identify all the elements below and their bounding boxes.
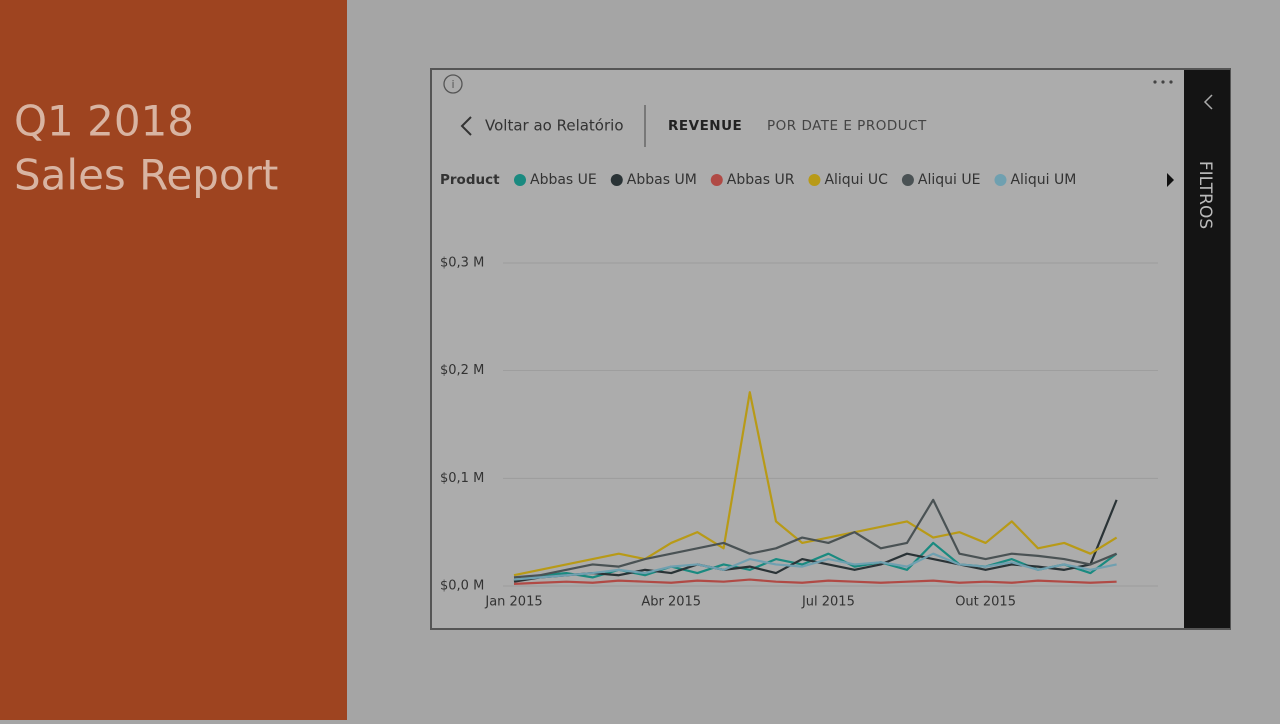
legend-label: Aliqui UC <box>824 172 888 188</box>
sidebar <box>0 0 347 720</box>
x-tick-label: Jan 2015 <box>484 595 542 610</box>
legend-item[interactable]: Aliqui UC <box>808 172 888 188</box>
series-line <box>513 498 1118 579</box>
legend-swatch <box>994 174 1007 186</box>
legend-swatch <box>514 174 526 186</box>
series-line <box>513 578 1117 585</box>
y-tick-label: $0,3 M <box>440 255 484 270</box>
sidebar-title: Q1 2018 <box>14 97 194 146</box>
legend-swatch <box>901 174 914 186</box>
visual-card <box>430 68 1231 630</box>
legend-item[interactable]: Abbas UE <box>514 172 597 188</box>
sidebar-title: Sales Report <box>14 151 278 200</box>
chart-title: REVENUE <box>668 118 742 134</box>
x-tick-label: Abr 2015 <box>641 595 701 610</box>
legend-item[interactable]: Abbas UR <box>710 172 795 188</box>
back-button[interactable]: Voltar ao Relatório <box>485 117 624 135</box>
more-options[interactable] <box>1153 80 1173 84</box>
legend-next[interactable] <box>1167 173 1174 187</box>
legend-label: Aliqui UE <box>918 172 981 188</box>
legend-swatch <box>808 174 821 186</box>
legend-label: Abbas UE <box>530 172 597 188</box>
chart-subtitle: POR DATE E PRODUCT <box>767 118 927 134</box>
info-icon-glyph: i <box>451 78 454 91</box>
back-icon[interactable] <box>460 116 472 136</box>
filters-label: FILTROS <box>1195 161 1215 229</box>
legend-label: Abbas UR <box>727 172 795 188</box>
y-tick-label: $0,2 M <box>440 363 484 378</box>
plot: $0,0 M $0,1 M $0,2 M $0,3 M Jan 2015 Abr 2015… <box>440 255 1158 610</box>
filters-collapse[interactable] <box>1203 94 1213 110</box>
legend-swatch <box>710 174 723 186</box>
y-tick-label: $0,1 M <box>440 471 484 486</box>
x-tick-label: Jul 2015 <box>801 595 855 610</box>
series-line <box>513 552 1117 581</box>
info-icon[interactable] <box>443 74 463 94</box>
y-tick-label: $0,0 M <box>440 579 484 594</box>
legend-label: Aliqui UM <box>1010 172 1076 188</box>
legend-item[interactable]: Abbas UM <box>610 172 697 188</box>
legend-item[interactable]: Aliqui UE <box>901 172 981 188</box>
x-tick-label: Out 2015 <box>955 595 1016 610</box>
legend-swatch <box>610 174 623 186</box>
legend-title: Product <box>440 172 500 188</box>
filters-pane[interactable] <box>1184 70 1230 628</box>
legend-label: Abbas UM <box>627 172 697 188</box>
legend-item[interactable]: Aliqui UM <box>994 172 1076 188</box>
